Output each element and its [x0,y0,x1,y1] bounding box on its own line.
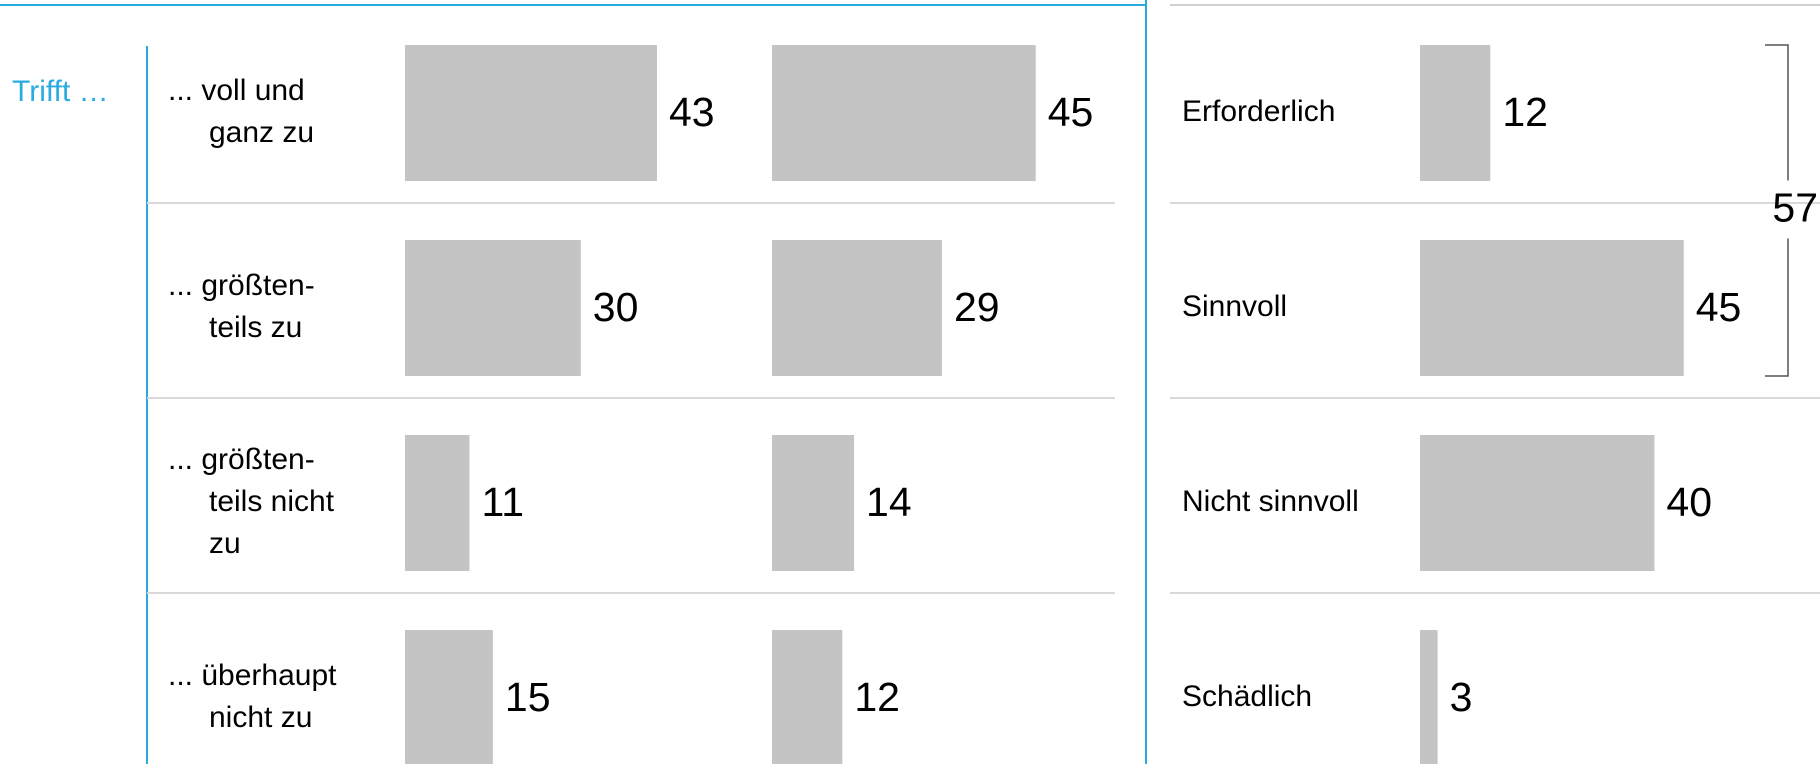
value-label: 11 [481,479,524,525]
value-label: 3 [1450,674,1473,720]
bar [1420,630,1438,764]
value-label: 12 [1502,89,1548,135]
bar [772,45,1036,181]
bar [405,45,657,181]
value-label: 14 [866,479,912,525]
category-label: Sinnvoll [1182,290,1287,323]
bar [1420,45,1491,181]
bar [405,240,581,376]
header: Trifft … [12,75,109,108]
bar [772,630,843,764]
value-label: 43 [669,89,715,135]
category-label: ... voll und [168,74,305,107]
bar [772,240,942,376]
category-label: ... größten- [168,269,315,302]
bar [1420,435,1655,571]
value-label: 45 [1696,284,1742,330]
value-label: 45 [1048,89,1094,135]
category-label: Nicht sinnvoll [1182,485,1359,518]
category-label: Schädlich [1182,680,1312,713]
value-label: 40 [1666,479,1712,525]
bar [772,435,855,571]
value-label: 30 [593,284,639,330]
total-label: 57 [1772,184,1818,230]
bracket [1765,44,1789,377]
category-label: teils zu [209,311,302,344]
category-label: ... überhaupt [168,659,337,692]
value-label: 12 [854,674,900,720]
category-label: ganz zu [209,116,314,149]
bar [405,630,493,764]
value-label: 15 [505,674,551,720]
category-label: nicht zu [209,701,312,734]
bar [405,435,470,571]
category-label: teils nicht [209,485,335,518]
value-label: 29 [954,284,1000,330]
category-label: Erforderlich [1182,95,1335,128]
bar [1420,240,1684,376]
category-label: ... größten- [168,443,315,476]
category-label: zu [209,527,241,560]
